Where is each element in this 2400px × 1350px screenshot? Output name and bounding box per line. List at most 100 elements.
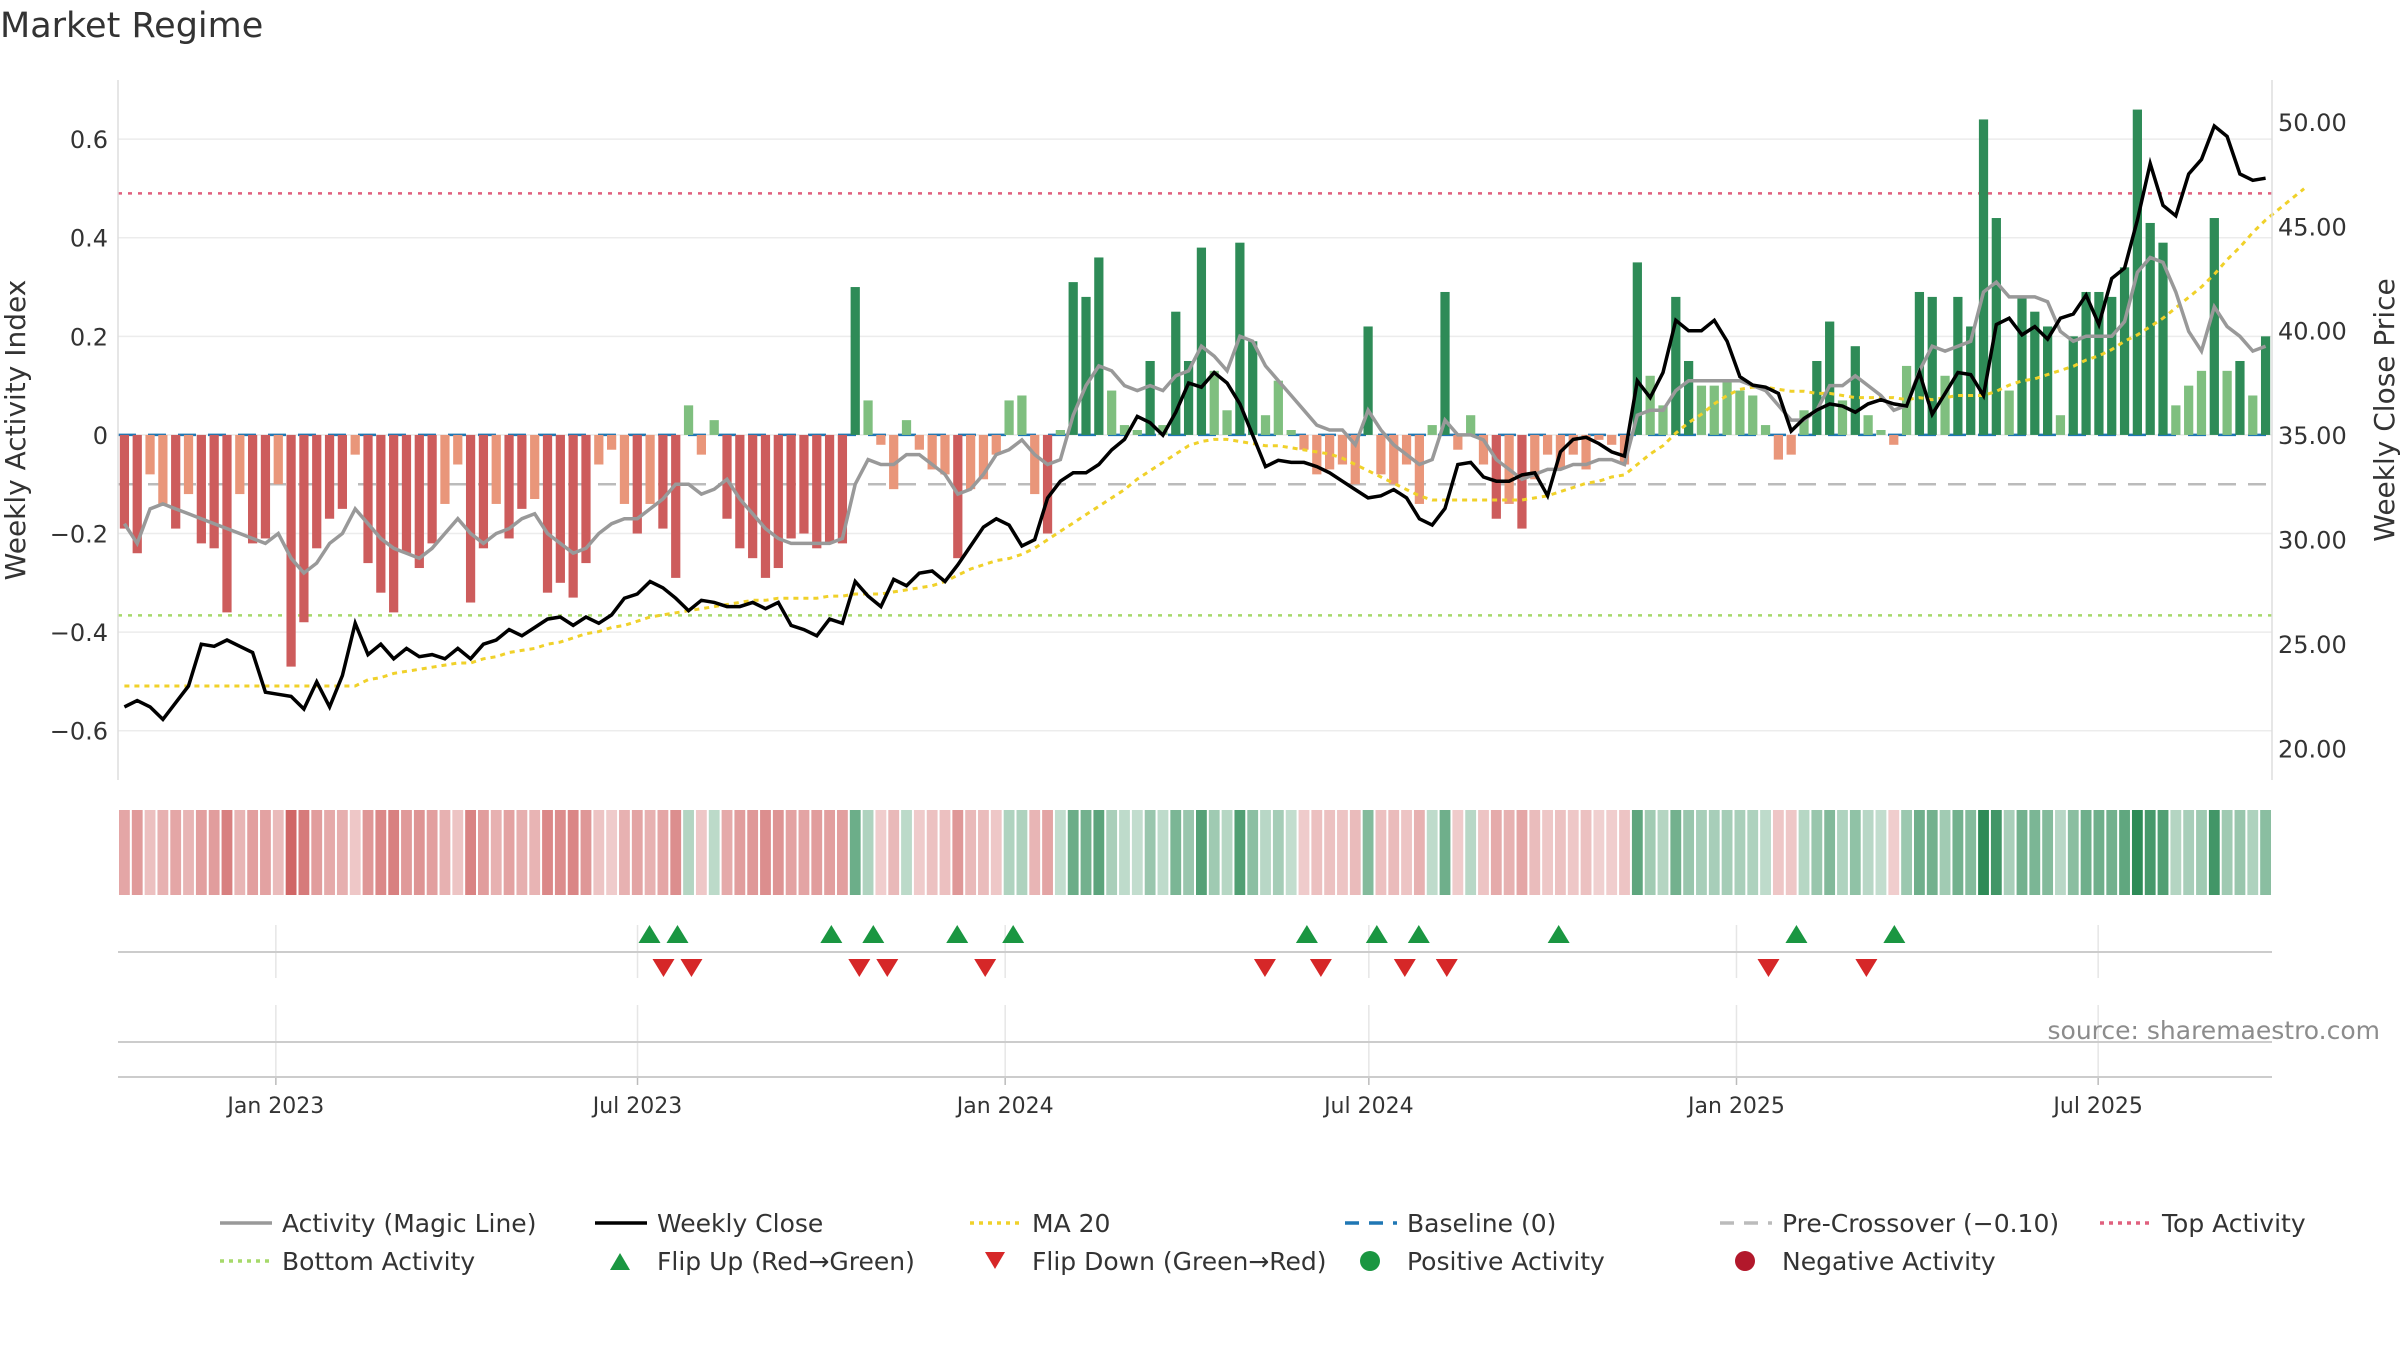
- flip-down-marker: [1757, 959, 1780, 977]
- legend-item: Top Activity: [2090, 1205, 2306, 1241]
- regime-heat-cell: [1965, 810, 1977, 895]
- activity-bar: [324, 434, 335, 519]
- axes: 0.6 0.4 0.2 0 −0.2 −0.4 −0.6 50.00 45.00 40.00 35.…: [0, 80, 2400, 1119]
- activity-bar: [786, 434, 796, 539]
- regime-heat-cell: [1901, 810, 1912, 895]
- activity-bar: [1055, 430, 1065, 435]
- activity-bar: [1030, 434, 1040, 495]
- regime-heat-cell: [1157, 810, 1169, 895]
- flip-markers-panel: [118, 925, 2272, 977]
- ma20-line: [124, 187, 2306, 688]
- activity-bar: [1312, 434, 1322, 475]
- activity-bar: [1260, 415, 1271, 435]
- activity-bar: [709, 420, 719, 435]
- regime-heat-cell: [1260, 810, 1271, 895]
- legend-symbol-icon: [610, 1253, 630, 1270]
- regime-heat-cell: [1914, 810, 1925, 895]
- activity-bar: [2043, 326, 2053, 435]
- legend-symbol-icon: [1360, 1251, 1380, 1271]
- activity-bar: [1940, 375, 1950, 435]
- regime-heat-cell: [413, 810, 425, 895]
- regime-heat-cell: [362, 810, 374, 895]
- regime-heat-cell: [1593, 810, 1605, 895]
- activity-bar: [1389, 434, 1399, 485]
- activity-bar: [1414, 434, 1424, 504]
- activity-bar: [2107, 296, 2117, 435]
- flip-down-marker: [848, 959, 871, 977]
- regime-heat-cell: [2093, 810, 2105, 895]
- legend-item: Negative Activity: [1710, 1243, 1996, 1279]
- regime-heat-cell: [1631, 810, 1643, 895]
- regime-heat-cell: [760, 810, 771, 895]
- activity-bar: [2222, 370, 2232, 435]
- flip-up-marker: [638, 925, 661, 943]
- activity-bar: [222, 434, 232, 613]
- activity-bar: [1696, 385, 1707, 435]
- regime-heat-cell: [1067, 810, 1079, 895]
- legend-item: Activity (Magic Line): [210, 1205, 536, 1241]
- regime-heat-cell: [1875, 810, 1887, 895]
- activity-bar: [2209, 218, 2219, 435]
- weekly-close-line: [123, 123, 2266, 723]
- regime-heat-cell: [2144, 810, 2156, 895]
- regime-heat-cell: [1567, 810, 1579, 895]
- activity-bar: [1850, 346, 1860, 435]
- activity-bar: [542, 434, 553, 593]
- activity-bar: [722, 434, 732, 519]
- y-axis-label-left: Weekly Activity Index: [0, 280, 32, 581]
- activity-bar: [824, 434, 835, 544]
- regime-heat-cell: [183, 810, 194, 895]
- regime-heat-cell: [401, 810, 412, 895]
- activity-bar: [2081, 291, 2091, 435]
- regime-heat-cell: [1042, 810, 1053, 895]
- activity-bar: [812, 434, 822, 549]
- activity-bar: [594, 434, 604, 465]
- activity-bar: [2094, 291, 2104, 435]
- regime-heat-cell: [2221, 810, 2233, 895]
- source-note: source: sharemaestro.com: [2047, 1016, 2381, 1045]
- regime-heat-cell: [452, 810, 464, 895]
- regime-heat-cell: [1708, 810, 1720, 895]
- activity-bar: [209, 434, 219, 549]
- activity-bar: [1709, 385, 1719, 435]
- regime-heat-cell: [439, 810, 451, 895]
- regime-heat-cell: [901, 810, 912, 895]
- activity-bar: [837, 434, 848, 544]
- regime-heat-cell: [1221, 810, 1233, 895]
- regime-heat-cell: [490, 810, 502, 895]
- legend-item: Positive Activity: [1335, 1243, 1605, 1279]
- regime-heat-cell: [1734, 810, 1746, 895]
- regime-heat-cell: [772, 810, 784, 895]
- activity-bar: [901, 420, 912, 435]
- activity-bar: [1966, 326, 1976, 435]
- regime-heat-cell: [1285, 810, 1297, 895]
- activity-bar: [1632, 262, 1642, 435]
- regime-heat-cell: [426, 810, 438, 895]
- regime-heat-cell: [990, 810, 1002, 895]
- activity-bar: [491, 434, 501, 504]
- activity-bar: [991, 434, 1001, 455]
- regime-heat-cell: [2157, 810, 2169, 895]
- legend-symbol-shape: [610, 1253, 630, 1270]
- activity-bar: [1607, 434, 1617, 445]
- regime-heat-cell: [2234, 810, 2246, 895]
- flip-up-marker: [1407, 925, 1430, 943]
- activity-bar: [183, 434, 194, 495]
- regime-heat-cell: [1131, 810, 1143, 895]
- activity-bar: [1658, 405, 1668, 435]
- flip-up-marker: [820, 925, 843, 943]
- legend-symbol-icon: [2100, 1221, 2152, 1225]
- y-axis-label-right: Weekly Close Price: [2368, 278, 2400, 541]
- regime-heat-cell: [567, 810, 579, 895]
- legend-symbol-shape: [1360, 1251, 1380, 1271]
- y-tick-right-label: 25.00: [2278, 631, 2347, 659]
- activity-bar: [581, 434, 591, 564]
- regime-heat-cell: [208, 810, 220, 895]
- regime-heat-cell: [1170, 810, 1182, 895]
- legend-symbol-icon: [985, 1252, 1005, 1269]
- y-tick-right-label: 40.00: [2278, 318, 2347, 346]
- activity-bar: [132, 434, 142, 554]
- legend-label: Bottom Activity: [282, 1246, 476, 1276]
- activity-bar: [1825, 321, 1835, 435]
- regime-heat-cell: [1952, 810, 1964, 895]
